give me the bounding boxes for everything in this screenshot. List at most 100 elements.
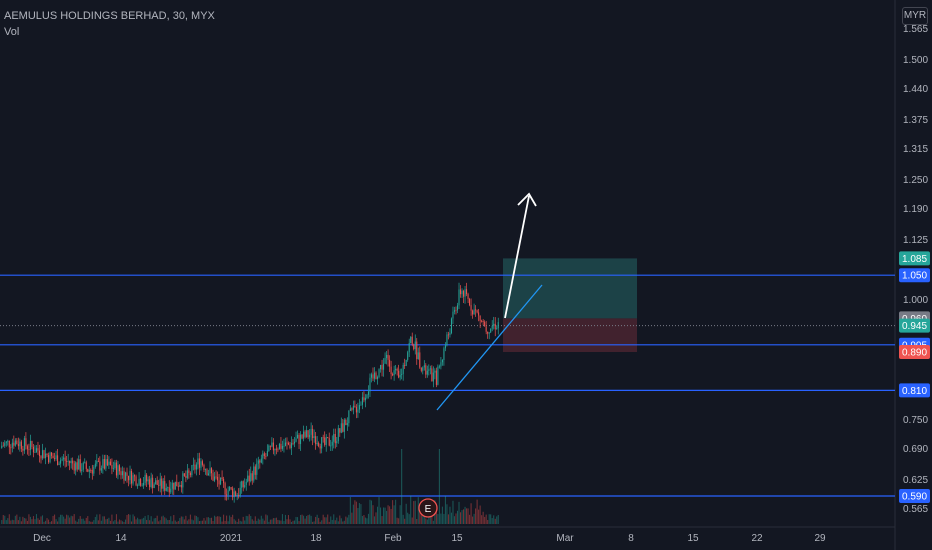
candle-body (40, 456, 42, 459)
candle-body (224, 483, 226, 495)
volume-bar (300, 514, 302, 524)
candle-body (200, 461, 202, 468)
candle-body (380, 364, 382, 370)
volume-bar (111, 514, 113, 524)
candle-body (452, 311, 454, 319)
volume-bar (238, 518, 240, 524)
candle-body (10, 447, 12, 449)
volume-bar (328, 521, 330, 524)
volume-bar (76, 521, 78, 524)
volume-bar (54, 514, 56, 524)
volume-bar (16, 514, 18, 524)
volume-bar (449, 506, 451, 524)
candle-body (446, 334, 448, 346)
candle-body (414, 341, 416, 350)
volume-bar (334, 520, 336, 524)
volume-bar (155, 518, 157, 524)
volume-bar (75, 520, 77, 524)
candle-body (355, 406, 357, 413)
volume-bar (164, 517, 166, 524)
price-badge-label: 0.890 (902, 348, 927, 359)
volume-bar (186, 520, 188, 524)
candle-body (182, 473, 184, 488)
candle-body (306, 430, 308, 437)
volume-bar (206, 517, 208, 524)
candle-body (120, 471, 122, 476)
volume-bar (450, 512, 452, 524)
volume-bar (14, 515, 16, 524)
volume-bar (197, 517, 199, 524)
price-badge-label: 1.085 (902, 254, 927, 265)
candle-body (493, 323, 495, 326)
candle-body (348, 410, 350, 424)
candle-body (149, 479, 151, 488)
volume-bar (84, 520, 86, 524)
volume-bar (131, 521, 133, 524)
candle-body (81, 469, 83, 471)
volume-bar (57, 521, 59, 524)
time-tick-label: Dec (33, 533, 51, 544)
volume-bar (265, 514, 267, 524)
volume-bar (384, 507, 386, 524)
volume-bar (395, 499, 397, 524)
price-tick-label: 1.375 (903, 115, 928, 126)
volume-bar (227, 521, 229, 524)
volume-bar (271, 519, 273, 524)
candle-body (398, 370, 400, 378)
volume-bar (490, 514, 492, 524)
candle-body (432, 372, 434, 382)
volume-bar (247, 516, 249, 524)
price-badge (899, 489, 930, 503)
volume-bar (306, 515, 308, 524)
candle-body (404, 365, 406, 366)
volume-bar (88, 521, 90, 524)
candle-body (126, 472, 128, 476)
candle-body (328, 438, 330, 446)
volume-bar (322, 514, 324, 524)
candle-body (117, 465, 119, 476)
candle-body (118, 465, 120, 472)
candle-body (281, 445, 283, 449)
candle-body (443, 348, 445, 360)
volume-bar (38, 519, 41, 524)
volume-bar (10, 520, 12, 524)
candle-body (482, 321, 484, 322)
candle-body (262, 453, 264, 459)
volume-bar (129, 514, 131, 524)
volume-bar (429, 511, 431, 524)
candle-body (29, 440, 31, 450)
candle-body (174, 481, 176, 490)
volume-bar (319, 521, 321, 524)
currency-label[interactable]: MYR (902, 7, 928, 25)
candle-body (370, 374, 373, 378)
volume-bar (209, 517, 211, 524)
candle-body (312, 428, 314, 439)
candle-body (91, 470, 93, 474)
candle-body (481, 320, 483, 322)
candle-body (11, 442, 13, 448)
candle-body (61, 459, 63, 461)
time-tick-label: 15 (451, 533, 463, 544)
candle-body (206, 469, 208, 476)
candle-body (165, 488, 167, 491)
candle-body (346, 423, 348, 426)
candle-body (301, 434, 303, 439)
candle-body (321, 437, 323, 449)
volume-bar (458, 501, 460, 524)
volume-bar (58, 517, 60, 524)
candle-body (389, 359, 391, 367)
candle-body (90, 469, 92, 471)
volume-bar (278, 520, 280, 524)
volume-bar (203, 518, 205, 524)
earnings-marker-label: E (425, 504, 432, 515)
volume-bar (230, 517, 232, 524)
volume-bar (150, 516, 152, 524)
candle-body (37, 448, 39, 451)
candle-body (93, 467, 95, 474)
volume-bar (117, 521, 119, 524)
volume-bar (357, 508, 359, 524)
volume-bar (78, 518, 80, 524)
candle-body (269, 445, 271, 447)
volume-bar (485, 514, 487, 524)
